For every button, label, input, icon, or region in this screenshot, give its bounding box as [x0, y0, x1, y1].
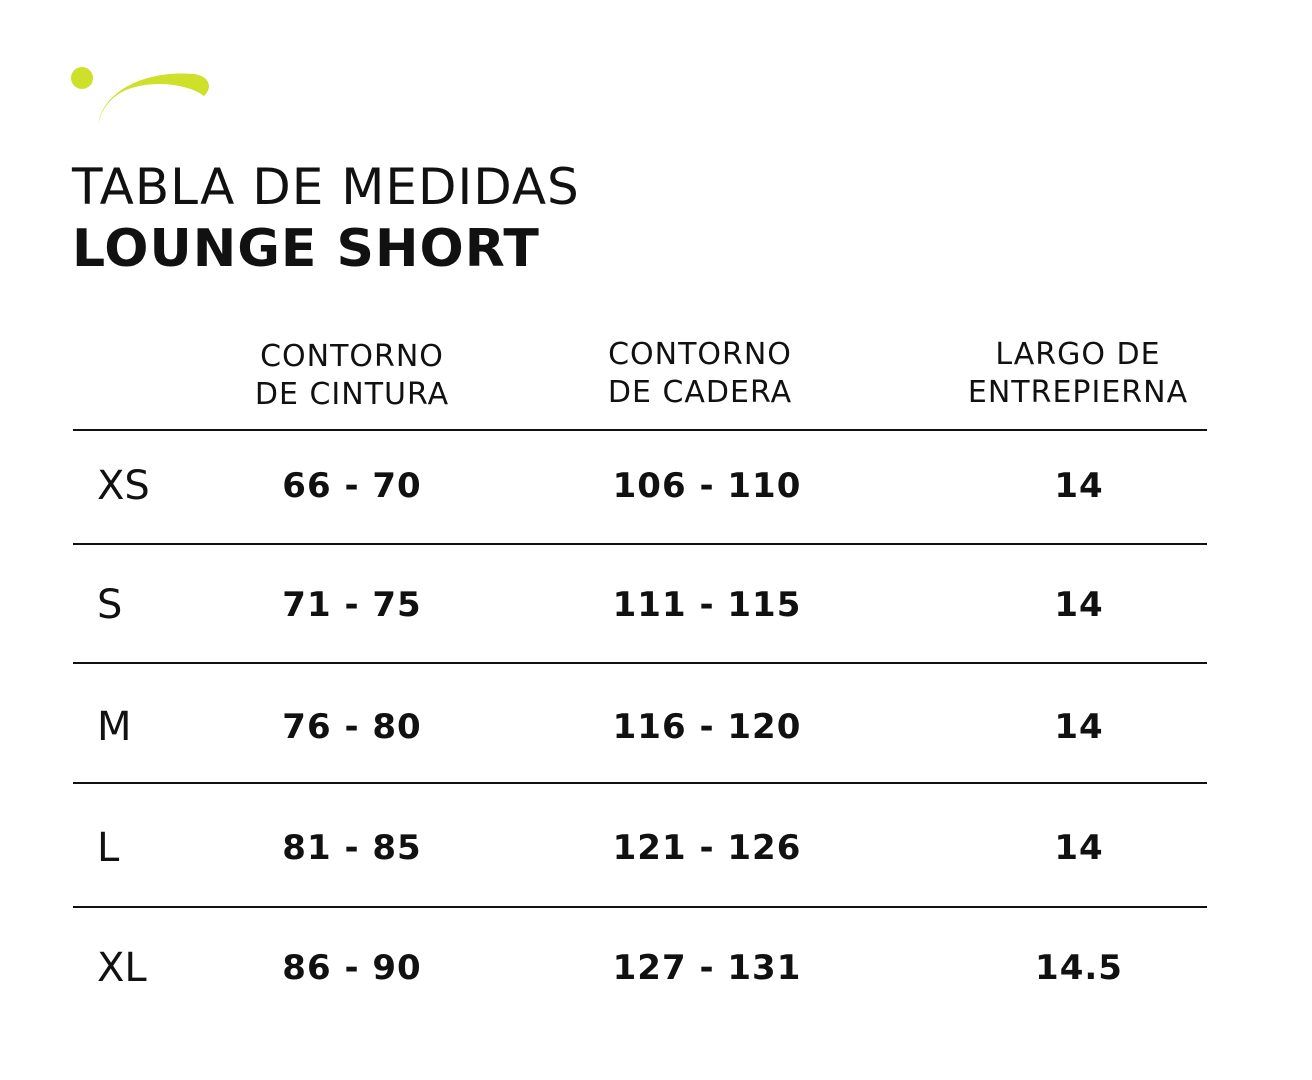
table-divider — [73, 429, 1207, 431]
size-label: XL — [97, 945, 147, 991]
hip-value: 116 - 120 — [612, 707, 802, 747]
table-divider — [73, 543, 1207, 545]
hip-value: 106 - 110 — [612, 466, 802, 506]
inseam-value: 14.5 — [1035, 948, 1123, 988]
header-hip-line2: DE CADERA — [607, 375, 793, 410]
table-divider — [73, 906, 1207, 908]
table-row: L 81 - 85 121 - 126 14 — [0, 818, 1312, 878]
header-inseam-line1: LARGO DE — [995, 337, 1161, 372]
inseam-value: 14 — [1054, 828, 1104, 868]
size-label: S — [97, 582, 123, 628]
header-waist-line1: CONTORNO — [260, 339, 444, 374]
waist-value: 71 - 75 — [282, 585, 422, 625]
page-title: TABLA DE MEDIDAS — [72, 158, 580, 216]
header-hip-line1: CONTORNO — [608, 337, 792, 372]
inseam-value: 14 — [1054, 585, 1104, 625]
header-hip: CONTORNO DE CADERA — [608, 336, 792, 412]
product-name: LOUNGE SHORT — [72, 219, 540, 279]
header-waist: CONTORNO DE CINTURA — [255, 338, 449, 414]
header-waist-line2: DE CINTURA — [254, 377, 450, 412]
hip-value: 111 - 115 — [612, 585, 802, 625]
table-row: S 71 - 75 111 - 115 14 — [0, 575, 1312, 635]
waist-value: 76 - 80 — [282, 707, 422, 747]
table-row: XS 66 - 70 106 - 110 14 — [0, 456, 1312, 516]
swoosh-dot-logo — [71, 67, 209, 124]
hip-value: 127 - 131 — [612, 948, 802, 988]
header-inseam: LARGO DE ENTREPIERNA — [968, 336, 1188, 412]
waist-value: 66 - 70 — [282, 466, 422, 506]
waist-value: 81 - 85 — [282, 828, 422, 868]
table-row: M 76 - 80 116 - 120 14 — [0, 697, 1312, 757]
inseam-value: 14 — [1054, 707, 1104, 747]
size-label: XS — [97, 463, 150, 509]
table-divider — [73, 782, 1207, 784]
size-label: M — [97, 704, 132, 750]
title-block: TABLA DE MEDIDAS LOUNGE SHORT — [72, 156, 580, 280]
header-inseam-line2: ENTREPIERNA — [967, 375, 1189, 410]
waist-value: 86 - 90 — [282, 948, 422, 988]
inseam-value: 14 — [1054, 466, 1104, 506]
table-row: XL 86 - 90 127 - 131 14.5 — [0, 938, 1312, 998]
size-label: L — [97, 825, 120, 871]
table-divider — [73, 662, 1207, 664]
hip-value: 121 - 126 — [612, 828, 802, 868]
